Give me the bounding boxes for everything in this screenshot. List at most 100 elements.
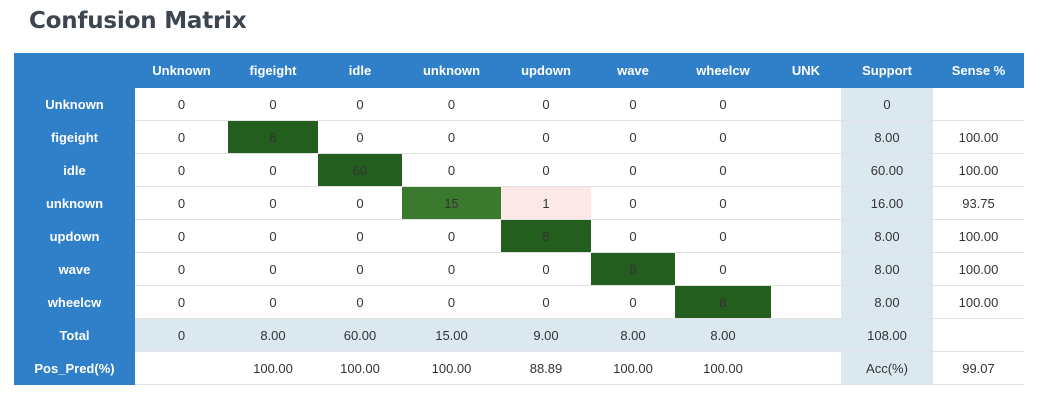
pos-pred-cell xyxy=(135,351,228,385)
column-header-sense: Sense % xyxy=(933,53,1024,88)
matrix-cell xyxy=(771,219,841,253)
sense-cell xyxy=(933,88,1024,121)
matrix-cell: 0 xyxy=(402,153,501,187)
matrix-cell: 0 xyxy=(402,252,501,286)
pos-pred-cell: 100.00 xyxy=(402,351,501,385)
matrix-cell: 0 xyxy=(135,285,228,319)
corner-cell xyxy=(14,53,135,88)
column-header: Unknown xyxy=(135,53,228,88)
matrix-cell: 0 xyxy=(318,186,402,220)
table-row: wave 0 0 0 0 0 8 0 8.00 100.00 xyxy=(14,252,1024,286)
support-cell: 16.00 xyxy=(841,186,933,220)
total-cell: 0 xyxy=(135,318,228,352)
matrix-cell-diagonal: 8 xyxy=(675,285,771,319)
table-row: updown 0 0 0 0 8 0 0 8.00 100.00 xyxy=(14,219,1024,253)
sense-cell: 93.75 xyxy=(933,186,1024,220)
column-header: idle xyxy=(318,53,402,88)
row-header: Total xyxy=(14,318,135,352)
total-sense-cell xyxy=(933,318,1024,352)
total-cell: 8.00 xyxy=(675,318,771,352)
table-row: idle 0 0 60 0 0 0 0 60.00 100.00 xyxy=(14,153,1024,187)
pos-pred-cell: 100.00 xyxy=(591,351,675,385)
support-cell: 0 xyxy=(841,88,933,121)
column-header: UNK xyxy=(771,53,841,88)
matrix-cell-diagonal: 15 xyxy=(402,186,501,220)
matrix-cell: 0 xyxy=(501,252,591,286)
total-cell: 9.00 xyxy=(501,318,591,352)
matrix-cell xyxy=(771,252,841,286)
row-header: updown xyxy=(14,219,135,253)
matrix-cell: 0 xyxy=(135,88,228,121)
table-row: figeight 0 8 0 0 0 0 0 8.00 100.00 xyxy=(14,120,1024,154)
matrix-cell: 0 xyxy=(675,219,771,253)
matrix-cell: 0 xyxy=(591,120,675,154)
column-header: updown xyxy=(501,53,591,88)
column-header: figeight xyxy=(228,53,318,88)
matrix-cell: 0 xyxy=(402,120,501,154)
pos-pred-cell: 88.89 xyxy=(501,351,591,385)
table-row: wheelcw 0 0 0 0 0 0 8 8.00 100.00 xyxy=(14,285,1024,319)
pos-pred-cell: 100.00 xyxy=(228,351,318,385)
support-cell: 8.00 xyxy=(841,219,933,253)
matrix-cell: 0 xyxy=(318,120,402,154)
matrix-cell: 0 xyxy=(675,120,771,154)
sense-cell: 100.00 xyxy=(933,219,1024,253)
sense-cell: 100.00 xyxy=(933,120,1024,154)
matrix-cell-misclassified: 1 xyxy=(501,186,591,220)
support-cell: 60.00 xyxy=(841,153,933,187)
matrix-cell xyxy=(771,285,841,319)
matrix-cell: 0 xyxy=(501,285,591,319)
matrix-cell: 0 xyxy=(591,219,675,253)
total-row: Total 0 8.00 60.00 15.00 9.00 8.00 8.00 … xyxy=(14,318,1024,352)
matrix-cell: 0 xyxy=(318,252,402,286)
matrix-cell: 0 xyxy=(318,285,402,319)
total-cell: 8.00 xyxy=(591,318,675,352)
pos-pred-cell xyxy=(771,351,841,385)
sense-cell: 100.00 xyxy=(933,285,1024,319)
header-row: Unknown figeight idle unknown updown wav… xyxy=(14,53,1024,88)
page-title: Confusion Matrix xyxy=(29,8,247,34)
accuracy-value: 99.07 xyxy=(933,351,1024,385)
row-header: wave xyxy=(14,252,135,286)
matrix-cell: 0 xyxy=(675,186,771,220)
support-cell: 8.00 xyxy=(841,120,933,154)
matrix-cell xyxy=(771,153,841,187)
matrix-cell: 0 xyxy=(135,252,228,286)
column-header: wave xyxy=(591,53,675,88)
matrix-cell: 0 xyxy=(402,88,501,121)
sense-cell: 100.00 xyxy=(933,153,1024,187)
row-header: idle xyxy=(14,153,135,187)
table-row: unknown 0 0 0 15 1 0 0 16.00 93.75 xyxy=(14,186,1024,220)
matrix-cell: 0 xyxy=(135,153,228,187)
column-header-support: Support xyxy=(841,53,933,88)
matrix-cell: 0 xyxy=(675,88,771,121)
confusion-matrix-table: Unknown figeight idle unknown updown wav… xyxy=(14,53,1024,385)
matrix-cell: 0 xyxy=(135,219,228,253)
row-header: unknown xyxy=(14,186,135,220)
accuracy-label: Acc(%) xyxy=(841,351,933,385)
total-support-cell: 108.00 xyxy=(841,318,933,352)
column-header: wheelcw xyxy=(675,53,771,88)
matrix-cell xyxy=(771,186,841,220)
total-cell: 15.00 xyxy=(402,318,501,352)
matrix-cell: 0 xyxy=(135,120,228,154)
matrix-cell-diagonal: 60 xyxy=(318,153,402,187)
pos-pred-row: Pos_Pred(%) 100.00 100.00 100.00 88.89 1… xyxy=(14,351,1024,385)
pos-pred-cell: 100.00 xyxy=(675,351,771,385)
matrix-cell: 0 xyxy=(591,88,675,121)
matrix-cell-diagonal: 8 xyxy=(228,120,318,154)
row-header: figeight xyxy=(14,120,135,154)
matrix-cell: 0 xyxy=(228,153,318,187)
total-cell xyxy=(771,318,841,352)
matrix-cell xyxy=(771,88,841,121)
matrix-cell: 0 xyxy=(501,153,591,187)
matrix-cell: 0 xyxy=(675,153,771,187)
matrix-cell: 0 xyxy=(402,219,501,253)
column-header: unknown xyxy=(402,53,501,88)
row-header: wheelcw xyxy=(14,285,135,319)
matrix-cell: 0 xyxy=(591,186,675,220)
matrix-cell-diagonal: 8 xyxy=(591,252,675,286)
matrix-cell: 0 xyxy=(135,186,228,220)
matrix-cell-diagonal: 8 xyxy=(501,219,591,253)
row-header: Unknown xyxy=(14,88,135,121)
